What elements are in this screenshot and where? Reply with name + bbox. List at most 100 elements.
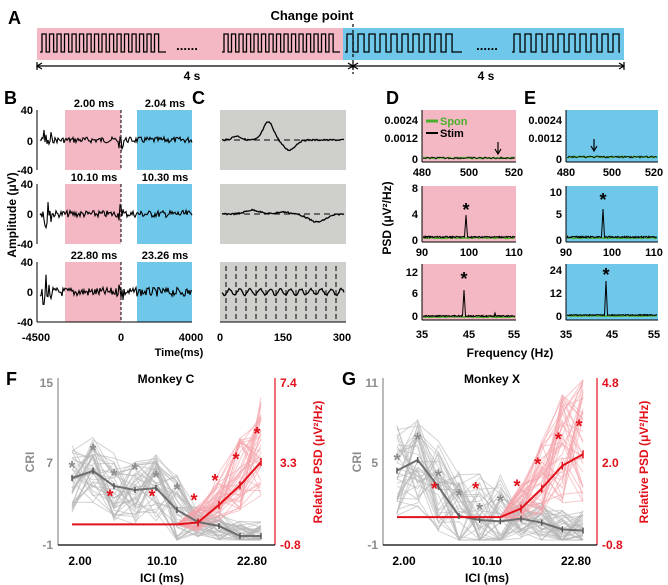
e-row3-ytick-mid: 12 <box>550 288 562 300</box>
d-row2-ytick-mid: 4 <box>412 209 419 221</box>
click-train-pre-2 <box>222 33 340 53</box>
g-right-tick-mid: 2.0 <box>602 456 619 470</box>
d-row1-ytick-mid: 0.0012 <box>384 133 418 145</box>
g-left-tick-mid: 5 <box>371 456 378 470</box>
e-row3-bg <box>566 264 658 320</box>
cri-individual-trace <box>71 462 262 540</box>
cri-individual-trace <box>396 431 584 530</box>
duration-left-label: 4 s <box>184 69 201 83</box>
f-right-ylabel: Relative PSD (μV²/Hz) <box>311 401 325 524</box>
d-row3-ytick-bot: 0 <box>412 311 418 323</box>
click-train-pre-1 <box>40 33 166 53</box>
d-row1-arrow-icon <box>494 142 502 156</box>
panel-c: C 0 150 300 <box>192 88 351 344</box>
cri-individual-trace <box>71 455 261 541</box>
f-xtick-1: 2.00 <box>68 554 92 568</box>
e-row3-star: * <box>602 265 609 285</box>
psd-significance-star: * <box>211 471 218 491</box>
cri-individual-trace <box>396 462 584 541</box>
c-xtick-2: 150 <box>274 332 292 344</box>
f-left-ylabel: CRI <box>23 452 37 473</box>
e-row2-xtick-3: 110 <box>645 247 663 259</box>
e-row1-ytick-top: 0.0024 <box>528 115 563 127</box>
f-xlabel: ICI (ms) <box>140 571 184 585</box>
panel-f: F Monkey C *** * *** * **** 15 7 -1 CRI 7.4 … <box>6 369 325 585</box>
b-row1-ytick-mid: 0 <box>27 136 33 148</box>
d-row2-xtick-3: 110 <box>505 247 523 259</box>
b-row1-ytick-top: 40 <box>21 105 33 117</box>
d-row2-ytick-top: 8 <box>412 183 418 195</box>
d-row1-bg <box>422 110 516 162</box>
b-row2-pre-ici: 10.10 ms <box>71 172 117 184</box>
d-row2-bg <box>422 186 516 242</box>
b-xtick-3: 4000 <box>179 332 203 344</box>
f-right-tick-top: 7.4 <box>280 376 297 390</box>
d-row3-stim-line <box>422 289 516 318</box>
g-xtick-3: 22.80 <box>561 554 591 568</box>
cri-individual-trace <box>396 435 584 535</box>
psd-significance-star: * <box>472 479 479 499</box>
cri-individual-trace <box>396 450 584 541</box>
d-row2-spon-line <box>422 236 516 240</box>
cri-individual-trace <box>396 419 584 541</box>
c-xtick-1: 0 <box>217 332 223 344</box>
cri-significance-star: * <box>110 466 117 486</box>
g-title: Monkey X <box>464 372 520 386</box>
psd-mean-line <box>397 453 584 519</box>
e-row3-xtick-3: 55 <box>648 329 660 341</box>
b-row3-pre-ici: 22.80 ms <box>71 250 117 262</box>
panel-a: A Change point ...... ...... 4 s 4 s <box>8 8 626 83</box>
e-row2-ytick-top: 10 <box>550 187 562 199</box>
b-xtick-2: 0 <box>118 332 124 344</box>
f-right-tick-mid: 3.3 <box>280 456 297 470</box>
panel-g: G Monkey X ***** ** * **** 11 5 -1 CRI 4.8 … <box>342 369 651 585</box>
d-row1-spon-line <box>422 156 516 160</box>
b-row2-ytick-top: 40 <box>21 179 33 191</box>
frequency-xlabel: Frequency (Hz) <box>467 346 554 360</box>
psd-significance-star: * <box>431 479 438 499</box>
e-row1-xtick-2: 500 <box>603 167 621 179</box>
b-row2-post-ici: 10.30 ms <box>142 172 188 184</box>
panel-a-label: A <box>8 8 21 28</box>
g-left-tick-bot: -1 <box>367 538 378 552</box>
f-xtick-2: 10.10 <box>147 554 177 568</box>
d-row2-xtick-1: 90 <box>416 247 428 259</box>
e-row1-arrow-icon <box>590 139 598 153</box>
panel-g-label: G <box>342 369 356 389</box>
f-left-tick-mid: 7 <box>46 456 53 470</box>
change-point-label: Change point <box>270 8 354 23</box>
panel-c-label: C <box>192 88 205 108</box>
legend-spon-label: Spon <box>440 116 468 128</box>
psd-significance-star: * <box>148 486 155 506</box>
g-left-ylabel: CRI <box>350 452 364 473</box>
d-row3-star: * <box>460 269 467 289</box>
g-right-tick-top: 4.8 <box>602 376 619 390</box>
d-row1-xtick-1: 480 <box>413 167 431 179</box>
d-row2-ytick-bot: 0 <box>412 235 418 247</box>
click-train-post-2 <box>512 33 620 53</box>
c-row3-erp-trace <box>221 287 345 297</box>
d-row2-xtick-2: 100 <box>460 247 478 259</box>
d-row1-xtick-2: 500 <box>460 167 478 179</box>
d-row1-ytick-bot: 0 <box>412 154 418 166</box>
g-right-ylabel: Relative PSD (μV²/Hz) <box>637 401 651 524</box>
f-plot-area: *** * *** * **** <box>68 397 262 541</box>
c-row1-erp-trace <box>221 121 345 152</box>
panel-e: E 0.0024 0.0012 0 480 500 520 * 10 5 0 9… <box>467 88 664 360</box>
c-row2-erp-trace <box>221 208 345 223</box>
e-row1-ytick-mid: 0.0012 <box>528 133 562 145</box>
g-xtick-2: 10.10 <box>472 554 502 568</box>
panel-b-label: B <box>4 88 17 108</box>
e-row3-xtick-2: 45 <box>606 329 618 341</box>
panel-f-label: F <box>6 369 17 389</box>
e-row2-star: * <box>599 190 606 210</box>
cri-significance-star: * <box>89 441 96 461</box>
e-row3-ytick-bot: 0 <box>556 311 562 323</box>
cri-individual-trace <box>396 443 584 541</box>
g-left-tick-top: 11 <box>365 376 378 390</box>
g-plot-area: ***** ** * **** <box>393 379 584 542</box>
b-row2-lfp-trace <box>39 202 193 230</box>
psd-significance-star: * <box>190 490 197 510</box>
cri-individual-trace <box>396 418 583 541</box>
